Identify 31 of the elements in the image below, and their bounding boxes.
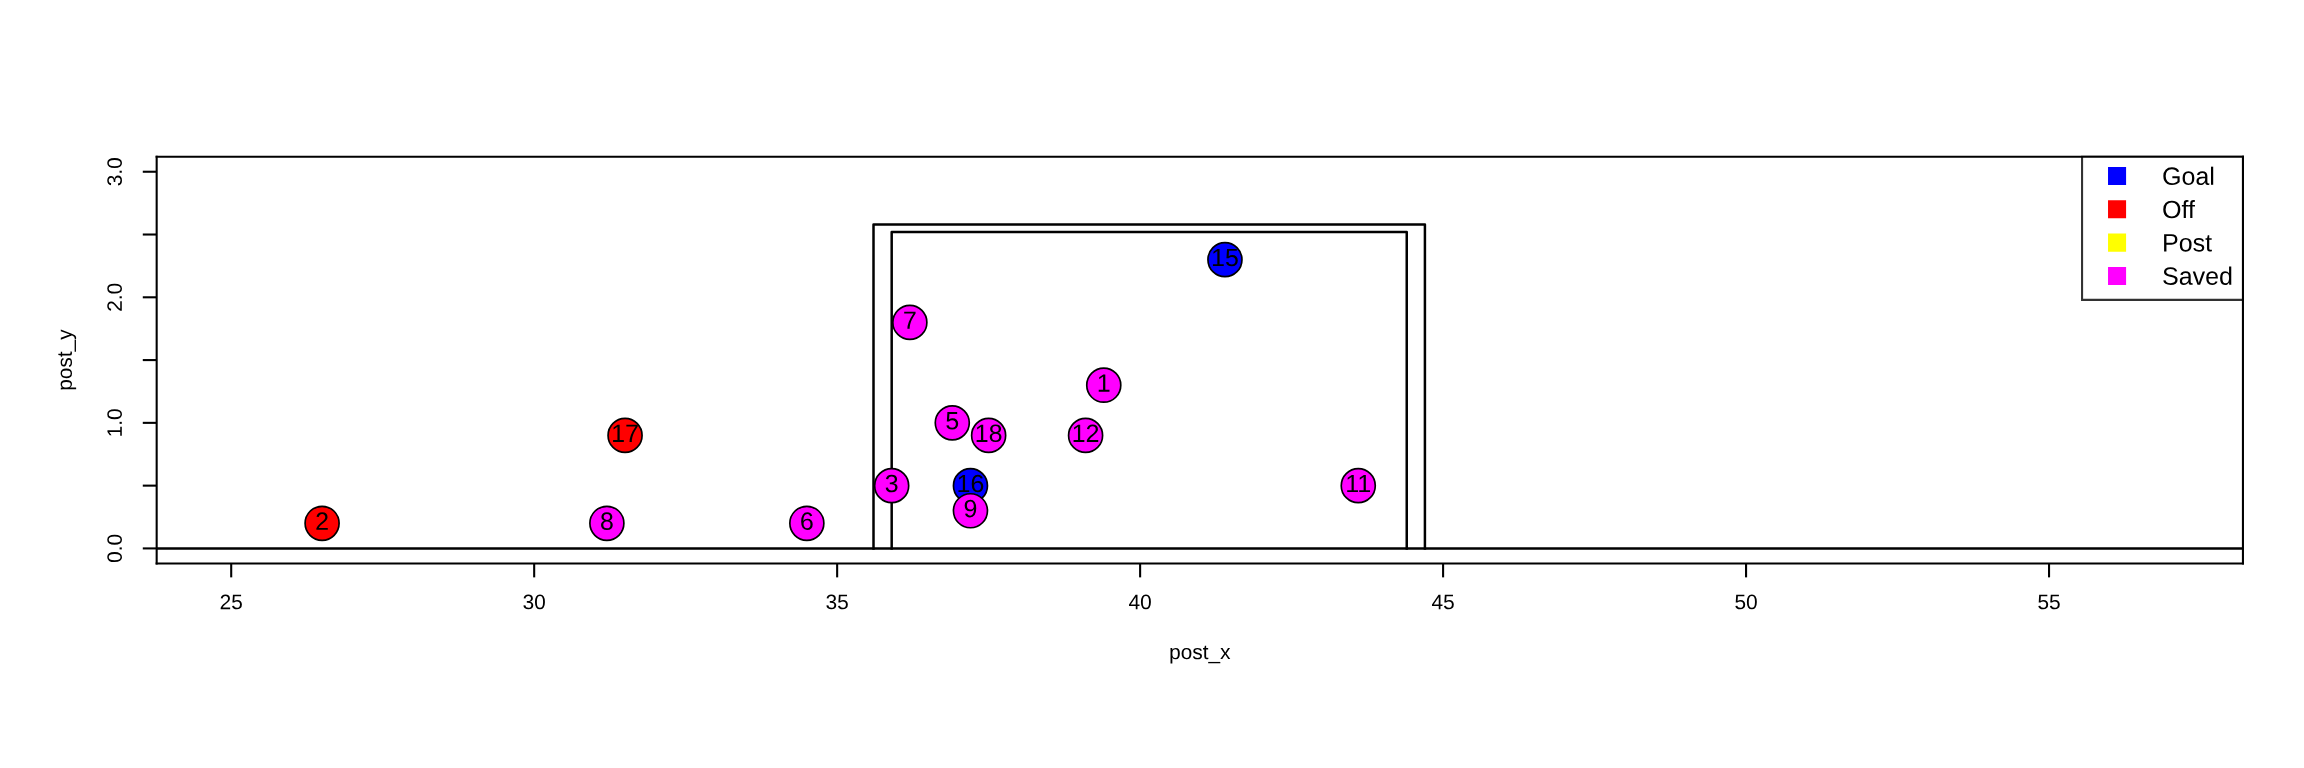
annotation: 6 bbox=[801, 512, 813, 531]
annotation: 16 bbox=[958, 474, 984, 493]
annotation: 5 bbox=[946, 412, 959, 430]
annotation: 18 bbox=[976, 424, 1002, 443]
x-tick-label: 50 bbox=[1735, 594, 1757, 610]
x-tick-label: 45 bbox=[1431, 594, 1454, 610]
legend-label: Saved bbox=[2163, 266, 2232, 285]
annotation: 9 bbox=[964, 499, 977, 518]
y-axis-title: post_y bbox=[58, 329, 77, 390]
y-tick-label: 3.0 bbox=[107, 158, 122, 186]
annotation: 8 bbox=[601, 512, 613, 531]
x-tick-label: 30 bbox=[523, 594, 545, 610]
annotation: 3 bbox=[885, 474, 898, 493]
annotation: 2 bbox=[316, 512, 328, 530]
annotation: 12 bbox=[1073, 424, 1099, 442]
x-tick-label: 35 bbox=[826, 594, 848, 610]
legend-label: Goal bbox=[2163, 166, 2214, 186]
annotation: 15 bbox=[1212, 248, 1238, 267]
legend-label: Off bbox=[2163, 200, 2195, 219]
annotation: 17 bbox=[613, 424, 638, 442]
y-tick-label: 0.0 bbox=[107, 534, 122, 563]
y-tick-label: 1.0 bbox=[107, 409, 122, 436]
y-tick-label: 2.0 bbox=[107, 283, 122, 311]
legend-label: Post bbox=[2164, 234, 2212, 252]
annotation: 7 bbox=[904, 311, 916, 329]
annotation: 11 bbox=[1347, 474, 1371, 493]
annotation: 1 bbox=[1098, 374, 1110, 392]
x-tick-label: 25 bbox=[220, 594, 242, 610]
x-tick-label: 55 bbox=[2038, 594, 2060, 610]
x-axis-title: post_x bbox=[1170, 645, 1231, 664]
x-tick-label: 40 bbox=[1129, 594, 1151, 610]
